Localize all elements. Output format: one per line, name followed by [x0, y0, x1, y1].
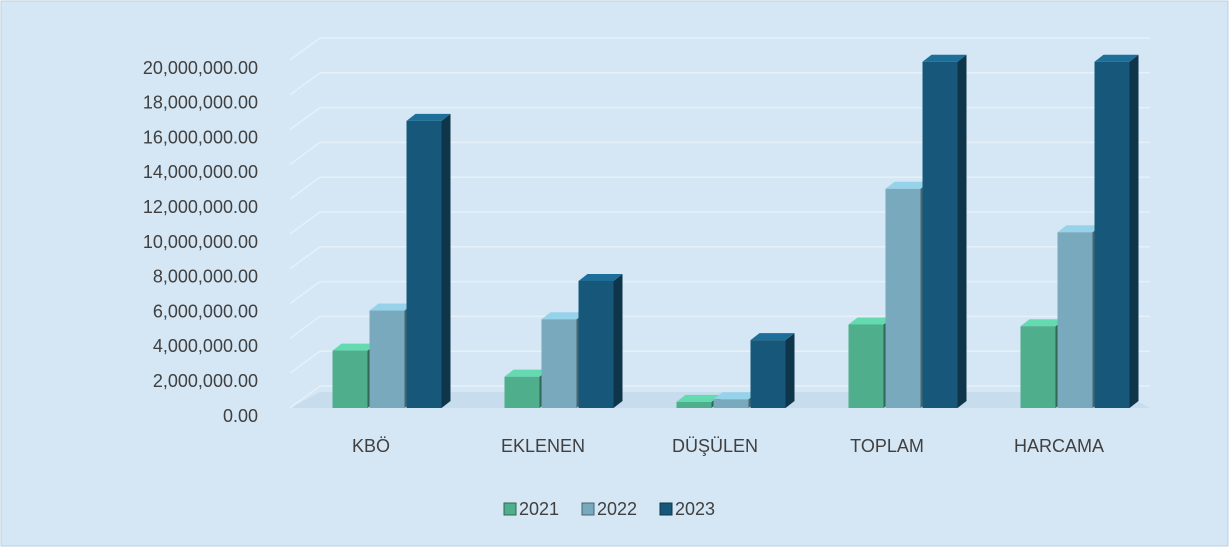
grid-line-side	[289, 141, 321, 166]
bar-side	[957, 54, 967, 409]
bar-top	[750, 333, 795, 341]
bar-side	[613, 273, 623, 408]
bar-top	[1057, 225, 1102, 233]
legend-swatch	[503, 502, 517, 516]
legend-label: 2022	[597, 499, 637, 519]
bar	[750, 333, 795, 408]
x-tick-label: KBÖ	[352, 436, 390, 456]
grid-line-side	[289, 176, 321, 200]
bar-side	[785, 333, 795, 408]
bar-top	[541, 312, 586, 320]
x-tick-label: EKLENEN	[501, 436, 585, 456]
y-tick-label: 18,000,000.00	[143, 93, 258, 113]
grid-line-side	[289, 350, 321, 374]
x-tick-label: HARCAMA	[1014, 436, 1104, 456]
grid-line-side	[289, 246, 321, 270]
bar-top	[369, 303, 414, 311]
y-tick-label: 0.00	[223, 406, 258, 426]
bar-front	[922, 61, 958, 409]
bar-front	[1094, 61, 1130, 409]
bar-top	[1020, 319, 1065, 327]
bar-top	[406, 113, 451, 121]
y-tick-label: 16,000,000.00	[143, 127, 258, 147]
y-tick-label: 4,000,000.00	[153, 336, 258, 356]
y-tick-label: 10,000,000.00	[143, 232, 258, 252]
bar-top	[1094, 54, 1139, 62]
bar-top	[504, 369, 549, 377]
bar-top	[676, 394, 721, 402]
bar-front	[848, 324, 884, 408]
bar-front	[676, 401, 712, 408]
bar-top	[332, 343, 377, 351]
bar-front	[1020, 326, 1056, 408]
bar-top	[713, 392, 758, 400]
legend-swatch	[581, 502, 595, 516]
bar	[578, 273, 623, 408]
bar	[504, 369, 549, 408]
bar-front	[578, 280, 614, 408]
bar-top	[848, 317, 893, 325]
grid-line-side	[289, 280, 321, 305]
bar-side	[1129, 54, 1139, 409]
bar-front	[369, 310, 405, 408]
y-tick-label: 14,000,000.00	[143, 162, 258, 182]
legend-label: 2023	[675, 499, 715, 519]
y-tick-label: 6,000,000.00	[153, 301, 258, 321]
y-tick-label: 20,000,000.00	[143, 58, 258, 78]
grid-line-side	[289, 315, 321, 340]
bar-top	[885, 181, 930, 189]
y-tick-label: 8,000,000.00	[153, 267, 258, 287]
y-tick-label: 2,000,000.00	[153, 371, 258, 391]
bar-front	[504, 376, 540, 408]
grid-line-side	[289, 385, 321, 409]
x-tick-label: DÜŞÜLEN	[672, 436, 758, 456]
grid-line-side	[289, 211, 321, 235]
grid-line-side	[289, 72, 321, 96]
bar-front	[885, 188, 921, 408]
y-tick-label: 12,000,000.00	[143, 197, 258, 217]
bar-front	[750, 340, 786, 408]
bar	[922, 54, 967, 409]
bar-front	[713, 399, 749, 408]
bar-front	[541, 319, 577, 408]
bar-front	[406, 120, 442, 409]
x-tick-label: TOPLAM	[850, 436, 924, 456]
grid-line-side	[289, 37, 321, 61]
bar-front	[1057, 232, 1093, 408]
legend-label: 2021	[519, 499, 559, 519]
bar-front	[332, 350, 368, 408]
legend-swatch	[659, 502, 673, 516]
bar	[1094, 54, 1139, 409]
bar-side	[441, 113, 451, 409]
bar-top	[578, 273, 623, 281]
bar-top	[922, 54, 967, 62]
grid-line-side	[289, 106, 321, 131]
bar	[406, 113, 451, 409]
